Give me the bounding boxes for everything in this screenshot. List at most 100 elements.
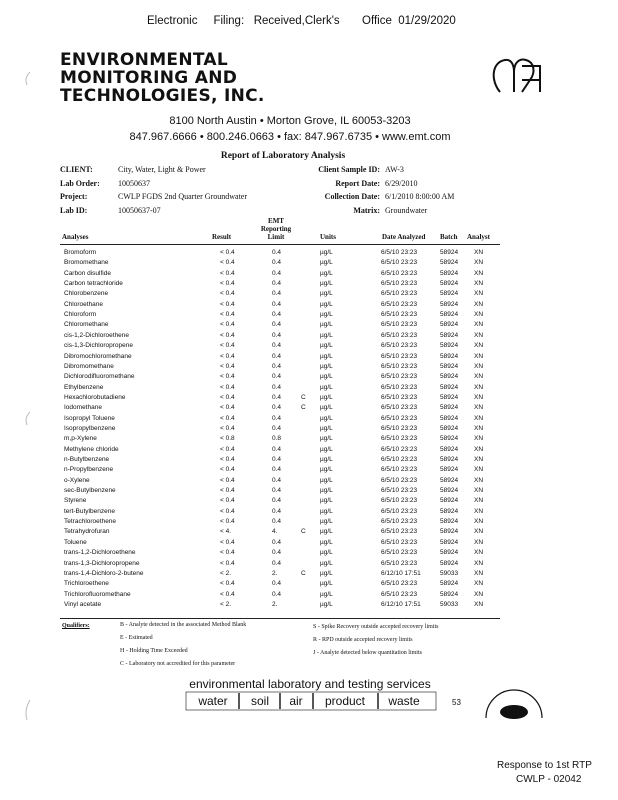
units: µg/L [320, 249, 333, 256]
date-analyzed: 6/5/10 23:23 [381, 528, 418, 536]
result: < 0.4 [220, 445, 235, 453]
analyte: Toluene [64, 538, 87, 546]
reporting-limit: 0.4 [272, 373, 282, 381]
reporting-limit: 0.4 [272, 393, 282, 401]
reporting-limit: 0.4 [272, 311, 282, 319]
units: µg/L [320, 549, 333, 557]
batch: 58924 [440, 393, 459, 401]
service: soil [250, 694, 270, 708]
info-label: Collection Date: [324, 192, 380, 201]
units: µg/L [320, 362, 333, 370]
qualifier-note: B - Analyte detected in the associated M… [120, 622, 247, 628]
analyst: XN [474, 249, 484, 256]
units: µg/L [320, 311, 333, 319]
analyte: Ethylbenzene [64, 383, 104, 391]
reporting-limit: 0.4 [272, 414, 282, 422]
analyst: XN [474, 331, 484, 339]
result: < 0.4 [220, 476, 235, 484]
reporting-limit: 0.4 [272, 331, 282, 339]
result: < 0.4 [220, 549, 235, 557]
date-analyzed: 6/5/10 23:23 [381, 497, 418, 505]
reporting-limit: 4. [272, 528, 278, 536]
units: µg/L [320, 414, 333, 422]
batch: 58924 [440, 362, 459, 370]
info-value: AW-3 [385, 165, 404, 174]
reporting-limit: 0.4 [272, 321, 282, 329]
info-label: Project: [60, 192, 88, 201]
batch: 58924 [440, 466, 459, 474]
reporting-limit: 0.4 [272, 269, 282, 277]
analyst: XN [474, 487, 484, 495]
units: µg/L [320, 259, 333, 267]
date-analyzed: 6/5/10 23:23 [381, 290, 418, 298]
batch: 58924 [440, 590, 459, 598]
date-analyzed: 6/5/10 23:23 [381, 300, 418, 308]
result: < 0.4 [220, 466, 235, 474]
column-header: Reporting [260, 225, 292, 233]
batch: 58924 [440, 280, 459, 288]
units: µg/L [320, 269, 333, 277]
batch: 58924 [440, 487, 459, 495]
analyte: Dibromochloromethane [64, 352, 132, 360]
result: < 0.4 [220, 507, 235, 515]
batch: 58924 [440, 352, 459, 360]
scan-mark [25, 71, 31, 86]
reporting-limit: 0.8 [272, 435, 282, 443]
date-analyzed: 6/5/10 23:23 [381, 549, 418, 557]
batch: 58924 [440, 456, 459, 463]
analyte: cis-1,2-Dichloroethene [64, 331, 130, 339]
analyst: XN [474, 476, 484, 484]
batch: 58924 [440, 259, 459, 267]
analyte: Carbon tetrachloride [64, 280, 123, 288]
tagline: environmental laboratory and testing ser… [189, 677, 431, 691]
result: < 0.4 [220, 290, 235, 298]
analyst: XN [474, 352, 484, 360]
units: µg/L [320, 342, 333, 350]
filing-stamp: Electronic Filing: Received,Clerk's Offi… [147, 15, 456, 27]
info-label: Lab ID: [60, 205, 88, 215]
batch: 58924 [440, 249, 459, 256]
units: µg/L [320, 528, 333, 536]
reporting-limit: 0.4 [272, 404, 282, 412]
services-box [185, 691, 437, 711]
analyst: XN [474, 528, 484, 536]
reporting-limit: 0.4 [272, 590, 282, 598]
result: < 0.4 [220, 393, 235, 401]
column-header: Date Analyzed [382, 233, 426, 241]
info-value: 6/1/2010 8:00:00 AM [385, 192, 455, 201]
reporting-limit: 0.4 [272, 580, 282, 588]
batch: 58924 [440, 528, 459, 536]
qualifier-note: S - Spike Recovery outside accepted reco… [313, 624, 439, 630]
rule [60, 618, 500, 619]
batch: 58924 [440, 290, 459, 298]
analyst: XN [474, 518, 484, 526]
batch: 59033 [440, 569, 459, 577]
reporting-limit: 0.4 [272, 352, 282, 360]
date-analyzed: 6/5/10 23:23 [381, 373, 418, 381]
reporting-limit: 0.4 [272, 383, 282, 391]
analyte: Bromoform [64, 249, 97, 256]
service: waste [388, 694, 420, 708]
result: < 0.4 [220, 331, 235, 339]
qualifier-note: E - Estimated [120, 635, 153, 641]
result: < 0.8 [220, 435, 235, 443]
units: µg/L [320, 373, 333, 381]
analyst: XN [474, 311, 484, 319]
batch: 58924 [440, 373, 459, 381]
result: < 0.4 [220, 383, 235, 391]
units: µg/L [320, 538, 333, 546]
logo [492, 58, 541, 93]
qualifier-note: R - RPD outside accepted recovery limits [313, 637, 413, 643]
batch: 58924 [440, 311, 459, 319]
rule [60, 244, 500, 245]
batch: 58924 [440, 383, 459, 391]
units: µg/L [320, 559, 333, 567]
column-header: Result [212, 233, 232, 241]
result: < 0.4 [220, 373, 235, 381]
units: µg/L [320, 569, 333, 577]
qualifier: C [301, 404, 306, 412]
analyte: Isopropyl Toluene [64, 414, 115, 422]
analyst: XN [474, 456, 484, 463]
result: < 0.4 [220, 269, 235, 277]
